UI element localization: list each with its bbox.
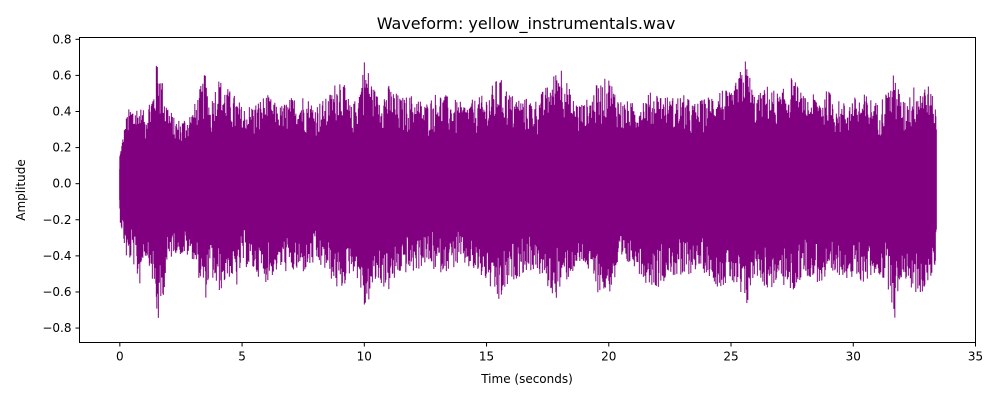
y-tick-label: 0.4 <box>52 104 71 118</box>
x-tick-label: 25 <box>723 350 738 364</box>
y-axis-label: Amplitude <box>14 159 28 221</box>
x-axis: 0 5 10 15 20 25 30 35 <box>116 342 983 364</box>
x-tick-label: 20 <box>601 350 616 364</box>
y-tick-label: 0.0 <box>52 177 71 191</box>
x-tick-label: 5 <box>238 350 246 364</box>
y-tick-label: −0.2 <box>42 213 71 227</box>
y-tick-label: 0.6 <box>52 68 71 82</box>
waveform-series <box>119 61 937 318</box>
y-tick-label: 0.8 <box>52 32 71 46</box>
y-tick-label: −0.8 <box>42 321 71 335</box>
x-tick-label: 0 <box>116 350 124 364</box>
chart-title: Waveform: yellow_instrumentals.wav <box>377 14 676 34</box>
x-tick-label: 15 <box>479 350 494 364</box>
y-tick-label: −0.4 <box>42 249 71 263</box>
x-axis-label: Time (seconds) <box>480 372 573 386</box>
waveform-core <box>119 124 937 249</box>
y-tick-label: 0.2 <box>52 141 71 155</box>
x-tick-label: 30 <box>846 350 861 364</box>
y-tick-label: −0.6 <box>42 285 71 299</box>
plot-area <box>79 37 976 343</box>
axes-frame <box>79 37 976 343</box>
x-tick-label: 10 <box>357 350 372 364</box>
y-axis: 0.8 0.6 0.4 0.2 0.0 −0.2 −0.4 −0.6 −0.8 <box>42 32 80 335</box>
x-tick-label: 35 <box>968 350 983 364</box>
